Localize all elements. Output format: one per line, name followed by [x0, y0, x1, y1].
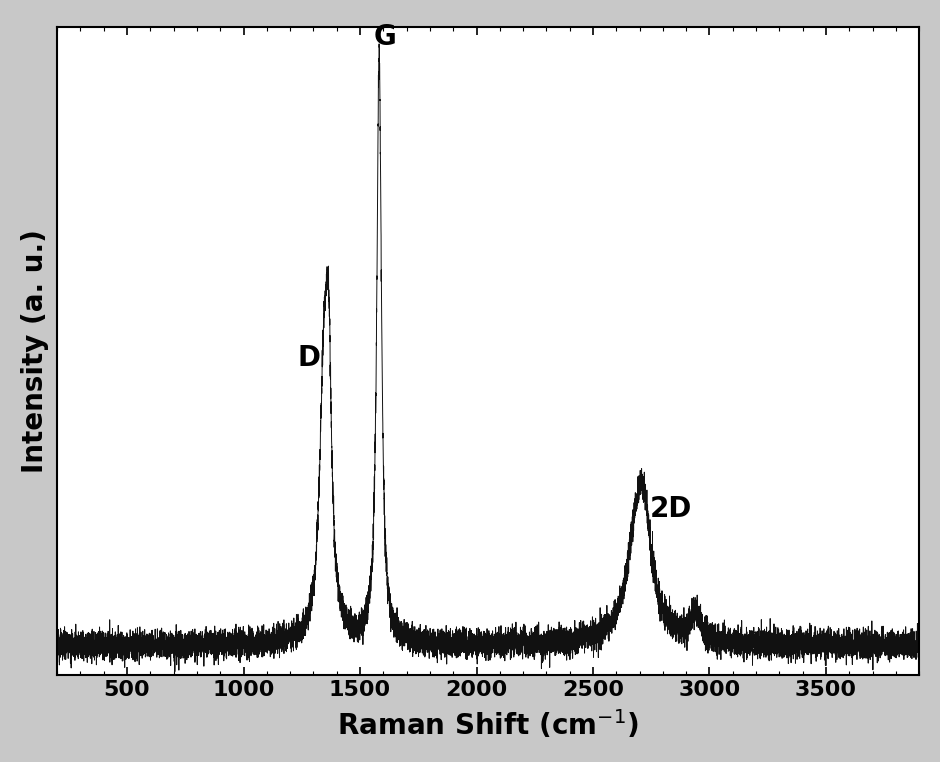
- Text: D: D: [297, 344, 321, 372]
- Y-axis label: Intensity (a. u.): Intensity (a. u.): [21, 229, 49, 472]
- Text: G: G: [373, 23, 396, 50]
- X-axis label: Raman Shift (cm$^{-1}$): Raman Shift (cm$^{-1}$): [337, 708, 639, 741]
- Text: 2D: 2D: [650, 495, 693, 523]
